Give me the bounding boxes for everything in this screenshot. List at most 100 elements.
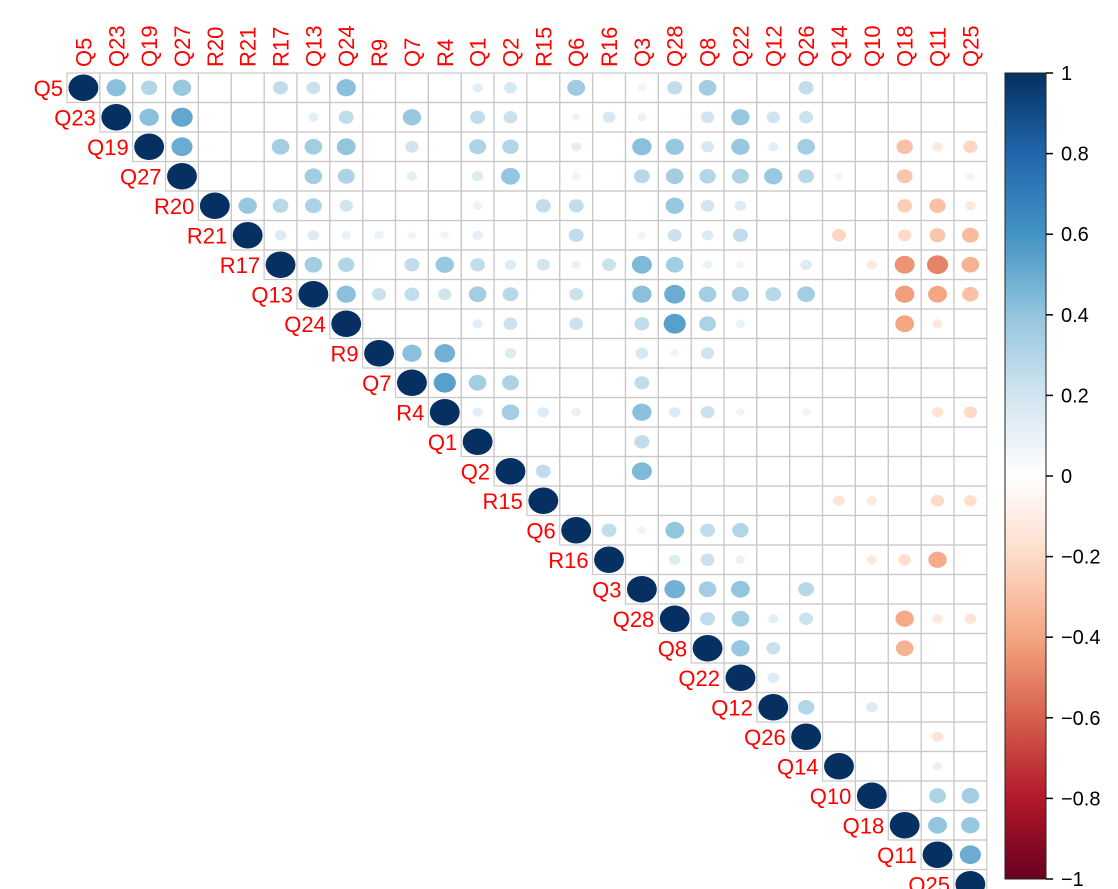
grid-cell [854, 278, 889, 310]
correlation-circle [866, 555, 877, 565]
correlation-circle [503, 111, 518, 124]
row-label: Q12 [711, 695, 753, 720]
grid-cell [821, 308, 856, 340]
grid-cell [821, 691, 856, 723]
grid-cell [723, 72, 758, 104]
column-label: R21 [236, 27, 261, 67]
correlation-circle [898, 229, 912, 242]
row-label: Q27 [120, 164, 162, 189]
diagonal-circle [955, 871, 986, 889]
correlation-circle [895, 610, 914, 627]
correlation-circle [438, 288, 452, 301]
diagonal-circle [331, 310, 362, 337]
correlation-circle [700, 553, 715, 566]
diagonal-circle [462, 428, 493, 455]
grid-cell [591, 308, 627, 340]
column-label: R15 [531, 27, 556, 67]
correlation-circle [470, 258, 486, 272]
correlation-circle [797, 138, 815, 155]
row-label: Q28 [613, 607, 655, 632]
diagonal-circle [495, 458, 526, 485]
grid-cell [526, 278, 561, 310]
correlation-circle [964, 495, 977, 507]
correlation-circle [503, 317, 518, 330]
correlation-circle [632, 403, 652, 421]
row-label: R16 [548, 548, 588, 573]
column-label: Q24 [334, 25, 359, 67]
grid-cell [854, 603, 889, 635]
correlation-circle [637, 526, 647, 534]
correlation-circle [698, 79, 717, 96]
grid-cell [887, 780, 922, 812]
grid-cell [526, 219, 561, 251]
correlation-circle [700, 111, 715, 124]
grid-cell [526, 426, 561, 458]
correlation-circle [535, 464, 551, 478]
correlation-circle [767, 672, 780, 683]
grid-cell [427, 131, 462, 163]
correlation-circles [68, 74, 986, 889]
row-label: Q23 [54, 105, 96, 130]
grid-cell [230, 72, 265, 104]
correlation-circle [894, 255, 915, 274]
correlation-circle [797, 699, 815, 715]
diagonal-circle [922, 841, 953, 868]
grid-cell [362, 190, 397, 222]
grid-cell [953, 544, 988, 576]
grid-cell [821, 396, 856, 428]
grid-cell [854, 662, 889, 694]
grid-cell [427, 72, 462, 104]
colorbar-tick-label: 0.8 [1061, 144, 1089, 166]
correlation-circle [895, 285, 915, 303]
correlation-circle [734, 200, 747, 211]
correlation-circle [402, 344, 422, 362]
column-label: R9 [367, 39, 392, 67]
correlation-circle [732, 228, 748, 242]
column-label: R20 [203, 27, 228, 67]
correlation-circle [928, 816, 947, 834]
grid-cell [854, 455, 889, 487]
correlation-circle [504, 348, 517, 359]
grid-cell [493, 190, 528, 222]
correlation-circle [928, 285, 947, 303]
correlation-circle [931, 407, 944, 418]
correlation-circle [504, 82, 517, 94]
correlation-circle [962, 286, 979, 302]
correlation-circle [404, 287, 420, 301]
grid-cell [821, 455, 856, 487]
diagonal-circle [791, 723, 822, 750]
column-label: Q10 [860, 25, 885, 67]
grid-cell [690, 455, 725, 487]
correlation-circle [469, 139, 487, 155]
column-label: Q18 [893, 25, 918, 67]
grid-cell [362, 160, 397, 192]
correlation-circle [536, 258, 550, 271]
correlation-circle [765, 287, 782, 302]
correlation-circle [571, 113, 581, 121]
correlation-circle [798, 81, 814, 95]
correlation-circle [501, 404, 520, 421]
correlation-circle [932, 762, 943, 771]
correlation-circle [631, 255, 652, 274]
row-label: Q1 [428, 430, 457, 455]
grid-cell [591, 396, 627, 428]
correlation-circle [172, 79, 192, 96]
correlation-circle [372, 288, 387, 301]
grid-cell [953, 514, 988, 546]
correlation-circle [897, 199, 913, 213]
grid-cell [591, 190, 627, 222]
correlation-circle [571, 408, 581, 417]
diagonal-circle [429, 399, 460, 426]
column-label: Q14 [827, 25, 852, 67]
correlation-circle [731, 138, 750, 155]
correlation-circle [308, 112, 319, 122]
correlation-circle [405, 140, 419, 153]
correlation-circle [435, 256, 454, 273]
grid-cell [821, 249, 856, 281]
grid-cell [854, 632, 889, 664]
grid-cell [953, 367, 988, 399]
grid-cell [526, 308, 561, 340]
correlation-circle [931, 731, 944, 742]
correlation-circle [468, 374, 487, 391]
row-label: Q18 [843, 813, 885, 838]
